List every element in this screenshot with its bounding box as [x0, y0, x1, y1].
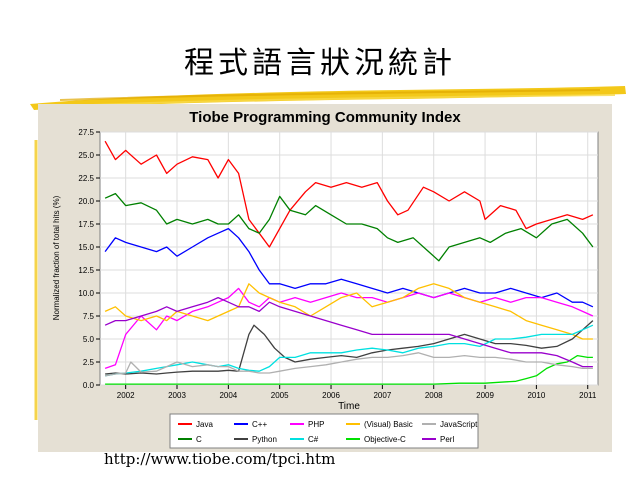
x-tick-label: 2005	[271, 391, 289, 400]
y-tick-label: 12.5	[78, 266, 94, 275]
y-tick-label: 22.5	[78, 174, 94, 183]
y-tick-label: 0.0	[83, 381, 95, 390]
legend-label: JavaScript	[440, 420, 478, 429]
y-tick-label: 10.0	[78, 289, 94, 298]
legend-label: Perl	[440, 435, 454, 444]
series-line-perl	[104, 296, 593, 368]
series-line-c	[104, 227, 594, 308]
plot-area	[99, 131, 599, 386]
legend-label: Java	[196, 420, 213, 429]
tiobe-chart: Tiobe Programming Community Index 0.0 2.5…	[38, 104, 612, 452]
legend-label: Python	[252, 435, 277, 444]
legend-label: PHP	[308, 420, 324, 429]
x-tick-label: 2007	[373, 391, 391, 400]
series-line-c	[104, 324, 594, 377]
chart-title: Tiobe Programming Community Index	[189, 109, 461, 126]
x-axis-ticks: 2002 2003 2004 2005 2006 2007 2008 2009 2010 2011	[117, 385, 597, 400]
y-tick-label: 15.0	[78, 243, 94, 252]
legend-label: Objective-C	[364, 435, 406, 444]
legend-label: C++	[252, 420, 267, 429]
legend-label: C#	[308, 435, 319, 444]
series-lines	[104, 140, 594, 385]
series-line-python	[105, 320, 594, 375]
y-tick-label: 2.5	[83, 358, 95, 367]
y-tick-label: 17.5	[78, 220, 94, 229]
y-axis-label: Normalized fraction of total hits (%)	[52, 195, 61, 320]
y-tick-label: 27.5	[78, 128, 94, 137]
x-tick-label: 2004	[219, 391, 237, 400]
series-line-php	[104, 287, 594, 370]
series-line-javascript	[104, 352, 593, 377]
x-tick-label: 2006	[322, 391, 340, 400]
slide-title: 程式語言狀況統計	[184, 46, 456, 81]
y-axis-ticks: 0.0 2.5 5.0 7.5 10.0 12.5 15.0 17.5 20.0 22.5 25.0…	[78, 128, 100, 390]
legend-box	[169, 413, 479, 449]
x-tick-label: 2011	[579, 391, 597, 400]
legend: Java C++ PHP (Visual) Basic JavaScript C Pytho…	[178, 420, 478, 444]
series-line-java	[104, 140, 594, 248]
series-line-c	[104, 192, 594, 262]
y-tick-label: 5.0	[83, 335, 95, 344]
y-tick-label: 25.0	[78, 151, 94, 160]
x-tick-label: 2009	[476, 391, 494, 400]
x-axis-label: Time	[338, 401, 360, 412]
y-tick-label: 7.5	[83, 312, 95, 321]
y-tick-label: 20.0	[78, 197, 94, 206]
x-tick-label: 2003	[168, 391, 186, 400]
legend-label: (Visual) Basic	[364, 420, 413, 429]
source-url: http://www.tiobe.com/tpci.htm	[104, 450, 336, 468]
x-tick-label: 2010	[527, 391, 545, 400]
x-tick-label: 2008	[425, 391, 443, 400]
legend-label: C	[196, 435, 202, 444]
x-tick-label: 2002	[117, 391, 135, 400]
